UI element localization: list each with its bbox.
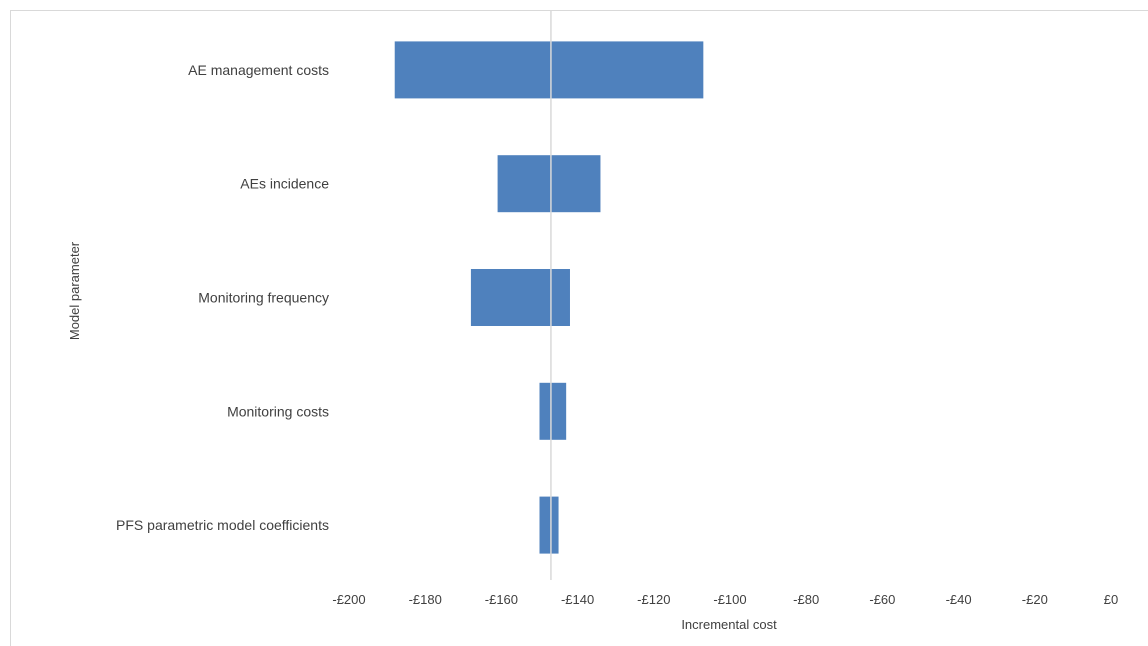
- category-label: PFS parametric model coefficients: [116, 517, 329, 533]
- x-tick-label: -£180: [409, 592, 442, 607]
- x-tick-label: -£80: [793, 592, 819, 607]
- x-tick-label: £0: [1104, 592, 1118, 607]
- x-tick-label: -£100: [713, 592, 746, 607]
- x-tick-label: -£120: [637, 592, 670, 607]
- y-axis-title: Model parameter: [67, 241, 82, 340]
- x-axis-title: Incremental cost: [681, 617, 777, 632]
- bars-group: [394, 41, 704, 554]
- bar: [470, 269, 570, 326]
- x-tick-label: -£20: [1022, 592, 1048, 607]
- x-tick-label: -£60: [869, 592, 895, 607]
- x-tick-label: -£140: [561, 592, 594, 607]
- category-label: Monitoring costs: [227, 403, 329, 419]
- bar: [539, 496, 559, 554]
- x-tick-label: -£160: [485, 592, 518, 607]
- bar: [497, 155, 601, 213]
- x-tick-label: -£40: [946, 592, 972, 607]
- x-tick-label: -£200: [332, 592, 365, 607]
- chart-frame: [10, 10, 1148, 646]
- bar: [539, 382, 567, 440]
- category-label: Monitoring frequency: [198, 290, 329, 306]
- bar: [394, 41, 704, 99]
- category-label: AE management costs: [188, 62, 329, 78]
- category-label: AEs incidence: [240, 176, 329, 192]
- x-tick-labels: -£200 -£180 -£160 -£140 -£120 -£100 -£80 -£60 -£…: [332, 592, 1118, 607]
- category-labels: AE management costs AEs incidence Monitori…: [116, 62, 329, 533]
